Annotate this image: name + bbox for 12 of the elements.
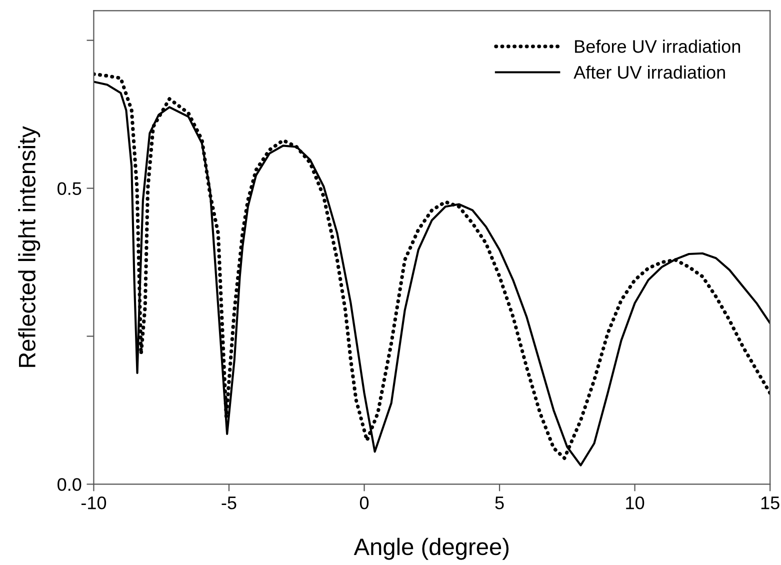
x-tick-label: -5 bbox=[222, 496, 236, 510]
y-tick-label: 0.0 bbox=[58, 478, 82, 491]
x-tick-label: 5 bbox=[495, 496, 504, 510]
x-tick-label: 0 bbox=[360, 496, 369, 510]
x-tick-label: 10 bbox=[626, 496, 644, 510]
x-tick-label: 15 bbox=[761, 496, 780, 510]
x-axis-title: Angle (degree) bbox=[354, 538, 509, 560]
y-axis-title: Reflected light intensity bbox=[18, 126, 40, 367]
legend-label: After UV irradiation bbox=[574, 65, 725, 79]
legend-label: Before UV irradiation bbox=[575, 40, 740, 53]
x-tick-label: -10 bbox=[81, 496, 106, 510]
y-tick-label: 0.5 bbox=[58, 182, 82, 196]
